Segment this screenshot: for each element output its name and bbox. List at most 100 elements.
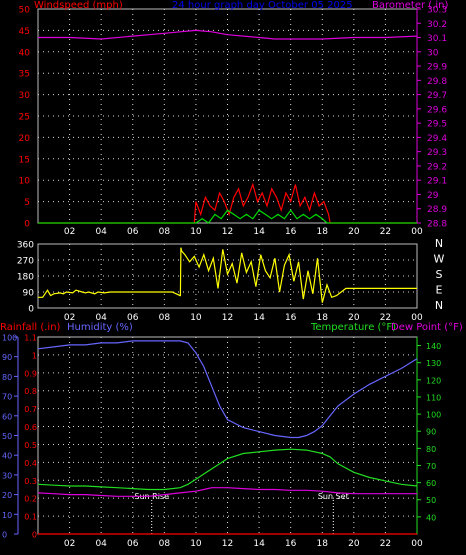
x-tick-label: 12: [222, 227, 233, 237]
barometer-tick-label: 29.6: [427, 105, 447, 115]
humidity-tick-label: 10: [2, 511, 12, 520]
x-tick-label: 14: [253, 227, 265, 237]
rainfall-axis-label: Rainfall (.in): [0, 322, 61, 333]
x-tick-label: 18: [317, 227, 329, 237]
temperature-tick-label: 50: [426, 496, 436, 505]
wind-direction-grid: [38, 244, 417, 308]
wind-speed-tick-label: 35: [19, 70, 30, 80]
wind-direction-line: [38, 247, 417, 303]
temperature-tick-label: 100: [426, 411, 441, 420]
x-tick-label: 04: [95, 313, 107, 323]
x-tick-label: 06: [127, 227, 139, 237]
humidity-tick-label: 100: [2, 334, 17, 343]
temperature-tick-label: 90: [426, 428, 436, 437]
barometer-tick-label: 29.4: [427, 134, 447, 144]
barometer-tick-label: 30.2: [427, 20, 447, 30]
x-tick-label: 06: [127, 539, 139, 549]
temperature-tick-label: 70: [426, 462, 436, 471]
direction-tick-label: 360: [17, 241, 34, 251]
wind-speed-tick-label: 45: [19, 27, 30, 37]
temperature-line: [37, 448, 418, 491]
x-tick-label: 20: [348, 313, 360, 323]
sun-annotations: Sun Rise Sun Set: [134, 492, 349, 534]
wind-speed-axis-label: Windspeed (mph): [34, 0, 123, 11]
compass-label: W: [434, 253, 445, 266]
rainfall-tick-label: 0.3: [24, 477, 37, 486]
barometer-tick-label: 29.7: [427, 91, 447, 101]
rainfall-tick-label: 1.1: [24, 334, 37, 343]
x-tick-label: 10: [190, 227, 202, 237]
direction-tick-label: 270: [17, 257, 34, 267]
wind-speed-tick-label: 20: [19, 134, 31, 144]
temperature-plot-frame: [37, 336, 418, 535]
x-tick-label: 08: [159, 227, 171, 237]
sun-marker-label: Sun Set: [318, 492, 349, 501]
temperature-tick-label: 130: [426, 359, 441, 368]
rainfall-tick-label: 0.7: [24, 405, 37, 414]
x-tick-label: 00: [411, 539, 423, 549]
wind-direction-plot-frame: [37, 243, 418, 309]
dew-point-axis-label: Dew Point (°F): [391, 322, 463, 333]
barometer-tick-label: 28.8: [427, 220, 447, 230]
x-tick-label: 04: [95, 227, 107, 237]
x-tick-label: 02: [64, 313, 75, 323]
barometer-tick-label: 29.9: [427, 63, 447, 73]
barometer-tick-label: 29.3: [427, 148, 447, 158]
rainfall-axis: 0 0.1 0.2 0.3 0.4 0.5 0.6 0.7 0.8 0.9 1 1.1: [24, 334, 37, 540]
wind-barometer-plot-frame: [37, 8, 418, 224]
humidity-tick-label: 30: [2, 471, 12, 480]
rainfall-tick-label: 0.2: [24, 495, 37, 504]
x-tick-label: 12: [222, 313, 233, 323]
humidity-tick-label: 40: [2, 452, 12, 461]
x-tick-label: 16: [285, 539, 297, 549]
barometer-tick-label: 29: [427, 191, 439, 201]
x-tick-label: 10: [190, 313, 202, 323]
dew-point-line: [37, 487, 417, 497]
wind-speed-tick-label: 15: [19, 155, 30, 165]
barometer-line: [38, 29, 418, 40]
wind-speed-tick-label: 50: [19, 6, 31, 16]
compass-label: N: [435, 299, 443, 312]
wind-speed-axis: 0 5 10 15 20 25 30 35 40 45 50: [19, 6, 31, 230]
wind-barometer-grid: [38, 9, 417, 223]
x-tick-label: 16: [285, 227, 297, 237]
temperature-tick-label: 140: [426, 342, 441, 351]
temperature-humidity-series: [37, 340, 418, 535]
wind-speed-tick-label: 25: [19, 113, 30, 123]
barometer-axis: 28.8 28.9 29 29.1 29.2 29.3 29.4 29.5 29.6 29.7 29…: [416, 6, 447, 230]
humidity-tick-label: 60: [2, 412, 12, 421]
rainfall-tick-label: 0.1: [24, 513, 37, 522]
barometer-tick-label: 29.8: [427, 77, 447, 87]
x-tick-label: 02: [64, 539, 75, 549]
barometer-tick-label: 29.1: [427, 177, 447, 187]
x-tick-label: 12: [222, 539, 233, 549]
rainfall-tick-label: 0.9: [24, 369, 37, 378]
barometer-tick-label: 28.9: [427, 205, 447, 215]
temperature-tick-label: 110: [426, 393, 441, 402]
wind-speed-line: [38, 182, 417, 224]
humidity-tick-label: 70: [2, 393, 12, 402]
compass-label: S: [436, 268, 443, 281]
x-tick-label: 00: [411, 313, 423, 323]
humidity-tick-label: 50: [2, 432, 12, 441]
x-tick-label: 20: [348, 539, 360, 549]
humidity-axis: 0 10 20 30 40 50 60 70 80 90 100: [2, 334, 18, 540]
rainfall-tick-label: 0.6: [24, 423, 37, 432]
humidity-tick-label: 90: [2, 353, 12, 362]
barometer-tick-label: 30.1: [427, 34, 447, 44]
x-tick-label: 08: [159, 539, 171, 549]
temperature-tick-label: 40: [426, 513, 436, 522]
x-tick-label: 20: [348, 227, 360, 237]
humidity-tick-label: 0: [2, 531, 7, 540]
x-tick-label: 22: [380, 539, 391, 549]
barometer-tick-label: 29.5: [427, 120, 447, 130]
barometer-axis-label: Barometer (.in): [372, 0, 448, 11]
direction-tick-label: 180: [17, 273, 34, 283]
x-tick-label: 18: [317, 539, 329, 549]
barometer-tick-label: 29.2: [427, 162, 447, 172]
temperature-axis-label: Temperature (°F): [310, 322, 396, 333]
compass-label: N: [435, 237, 443, 250]
